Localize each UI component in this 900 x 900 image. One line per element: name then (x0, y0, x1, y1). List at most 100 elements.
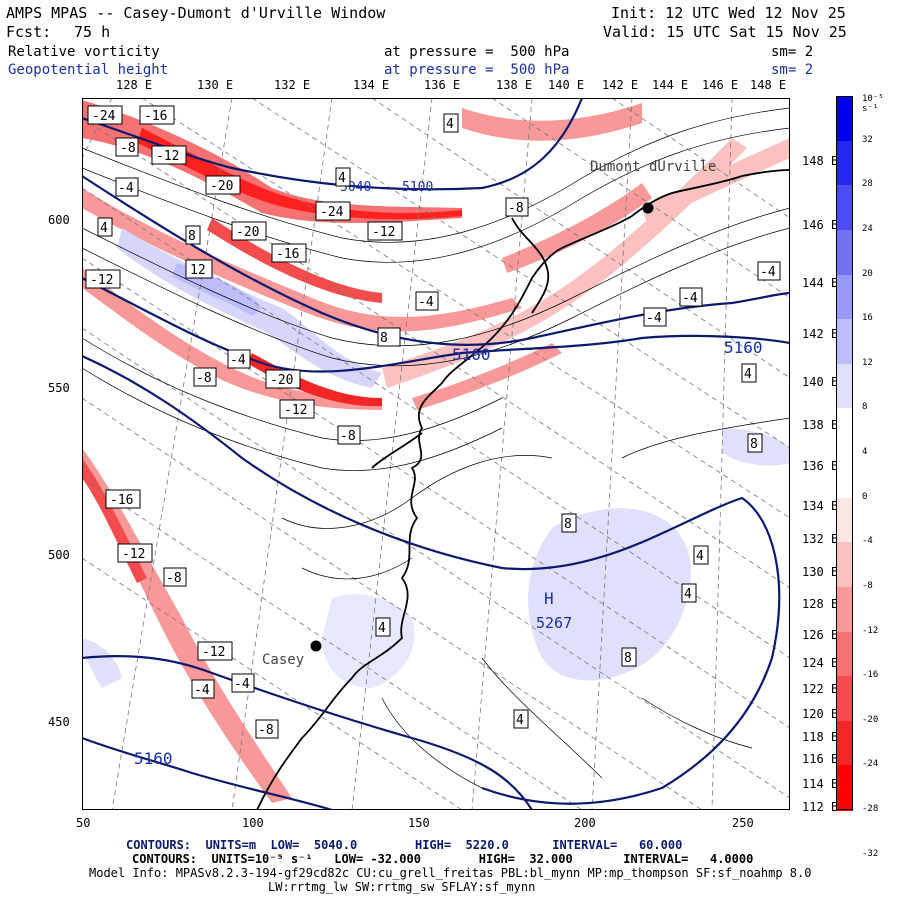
colorbar-label: -28 (862, 804, 879, 814)
vort-label: -20 (205, 175, 241, 195)
svg-text:8: 8 (188, 229, 196, 244)
vort-label: 8 (747, 433, 763, 453)
vort-label: -8 (115, 137, 139, 157)
right-lon-label: 130 E (802, 565, 839, 579)
svg-text:-24: -24 (92, 109, 116, 124)
vort-label: -12 (117, 543, 153, 563)
colorbar-swatch (836, 631, 853, 677)
right-lon-label: 132 E (802, 532, 839, 546)
vort-label: 8 (377, 327, 401, 347)
svg-text:-4: -4 (230, 353, 246, 368)
top-lon-label: 148 E (750, 78, 787, 92)
right-lon-label: 136 E (802, 459, 839, 473)
lat-lon-grid (82, 98, 790, 810)
forecast-hour: 75 h (74, 23, 111, 41)
colorbar-label: 24 (862, 223, 873, 234)
x-tick-label: 50 (76, 816, 91, 830)
vort-label: -12 (151, 145, 187, 165)
right-lon-label: 118 E (802, 730, 839, 744)
colorbar-label: -8 (862, 580, 873, 591)
svg-text:-12: -12 (202, 645, 225, 660)
top-lon-label: 142 E (602, 78, 639, 92)
svg-text:8: 8 (750, 437, 758, 452)
vort-label: -20 (231, 221, 267, 241)
svg-text:-12: -12 (284, 403, 307, 418)
vort-label: 8 (561, 513, 577, 533)
colorbar-swatch (836, 765, 853, 811)
field1-name: Relative vorticity (8, 44, 160, 60)
forecast-label: Fcst: (6, 23, 52, 41)
height-label-5: 5100 (402, 180, 433, 195)
top-lon-label: 128 E (116, 78, 153, 92)
colorbar-label: -20 (862, 714, 879, 725)
height-contour-info: CONTOURS: UNITS=m LOW= 5040.0 HIGH= 5220… (126, 838, 683, 852)
right-lon-label: 144 E (802, 276, 839, 290)
height-label-3: 5160 (134, 749, 173, 768)
y-tick-label: 550 (48, 381, 70, 395)
model-info: Model Info: MPASv8.2.3-194-gf29cd82c CU:… (89, 866, 812, 880)
svg-text:-20: -20 (236, 225, 259, 240)
colorbar-swatch (836, 676, 853, 722)
place-label-casey: Casey (262, 652, 304, 668)
vort-label: 4 (375, 617, 391, 637)
colorbar-swatch (836, 720, 853, 766)
svg-text:-20: -20 (270, 373, 293, 388)
field1-smoothing: sm= 2 (771, 44, 814, 60)
svg-text:-16: -16 (110, 493, 133, 508)
vort-label: 8 (621, 647, 637, 667)
svg-text:4: 4 (446, 117, 454, 132)
field2-name: Geopotential height (8, 62, 169, 78)
vort-label: -4 (679, 287, 703, 307)
colorbar-label: 20 (862, 268, 873, 279)
top-lon-label: 144 E (652, 78, 689, 92)
vort-label: 4 (741, 363, 757, 383)
svg-text:-4: -4 (418, 295, 434, 310)
svg-text:-4: -4 (194, 683, 210, 698)
svg-text:-16: -16 (144, 109, 167, 124)
svg-text:-4: -4 (760, 265, 776, 280)
x-tick-label: 150 (408, 816, 430, 830)
right-lon-label: 112 E (802, 800, 839, 814)
right-lon-label: 138 E (802, 418, 839, 432)
vort-label: 12 (185, 259, 213, 279)
map-plot-area: Dumont dUrville Casey H 5267 5160 5160 5… (82, 98, 790, 810)
svg-text:-24: -24 (320, 205, 344, 220)
vort-label: -8 (193, 367, 217, 387)
colorbar-swatch (836, 185, 853, 231)
vort-label: -16 (139, 105, 175, 125)
coastline (256, 169, 790, 810)
svg-text:4: 4 (100, 221, 108, 236)
x-tick-label: 250 (732, 816, 754, 830)
vort-label: -4 (643, 307, 667, 327)
colorbar-swatch (836, 96, 853, 142)
top-lon-label: 140 E (548, 78, 585, 92)
colorbar-label: 8 (862, 402, 868, 413)
vorticity-contour-info: CONTOURS: UNITS=10⁻⁵ s⁻¹ LOW= -32.000 HI… (132, 852, 754, 866)
vort-label: 4 (443, 113, 459, 133)
svg-text:-8: -8 (120, 141, 136, 156)
vort-label: -4 (415, 291, 439, 311)
vort-label: -12 (197, 641, 233, 661)
vort-label: 4 (681, 583, 697, 603)
vort-label: -8 (505, 197, 529, 217)
right-lon-label: 146 E (802, 218, 839, 232)
vort-label: 4 (513, 709, 529, 729)
high-pressure-symbol: H (544, 589, 554, 608)
colorbar-swatch (836, 319, 853, 365)
svg-text:8: 8 (624, 651, 632, 666)
colorbar-swatch (836, 363, 853, 409)
colorbar-label: -16 (862, 670, 879, 681)
map-title: AMPS MPAS -- Casey-Dumont d'Urville Wind… (6, 4, 386, 22)
right-lon-label: 140 E (802, 375, 839, 389)
place-label-dumont: Dumont dUrville (590, 159, 716, 175)
right-lon-label: 126 E (802, 628, 839, 642)
svg-text:12: 12 (190, 263, 206, 278)
svg-text:-4: -4 (682, 291, 698, 306)
vort-label: -16 (105, 489, 141, 509)
colorbar-label: 12 (862, 357, 873, 368)
top-lon-label: 130 E (197, 78, 234, 92)
svg-text:-8: -8 (340, 429, 356, 444)
colorbar-swatch (836, 586, 853, 632)
svg-text:4: 4 (516, 713, 524, 728)
vort-label: 4 (335, 167, 351, 187)
